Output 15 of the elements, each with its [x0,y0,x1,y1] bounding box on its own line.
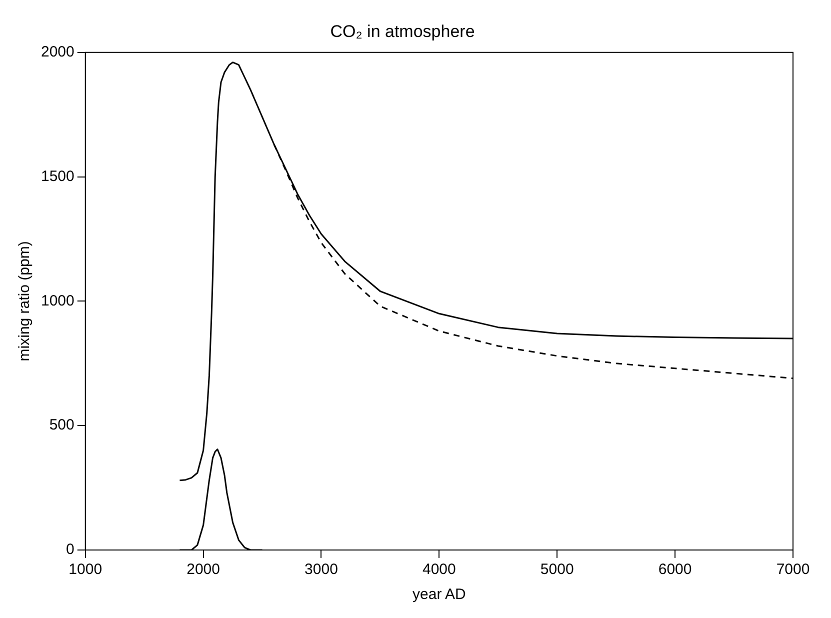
x-tick-label: 3000 [304,561,338,578]
x-tick-label: 2000 [186,561,220,578]
chart-title: CO₂ in atmosphere [330,22,475,41]
y-tick-label: 2000 [40,44,74,61]
x-tick-label: 1000 [68,561,102,578]
x-axis-title: year AD [412,586,466,604]
y-tick-label: 1000 [40,292,74,310]
x-tick-label: 5000 [540,561,574,578]
x-tick-label: 6000 [658,561,692,578]
y-tick-label: 500 [49,416,74,434]
x-tick-label: 4000 [422,561,456,578]
y-axis-title: mixing ratio (ppm) [16,241,34,362]
y-tick-label: 1500 [40,168,74,185]
x-tick-label: 7000 [776,561,810,578]
y-tick-label: 0 [66,541,74,558]
